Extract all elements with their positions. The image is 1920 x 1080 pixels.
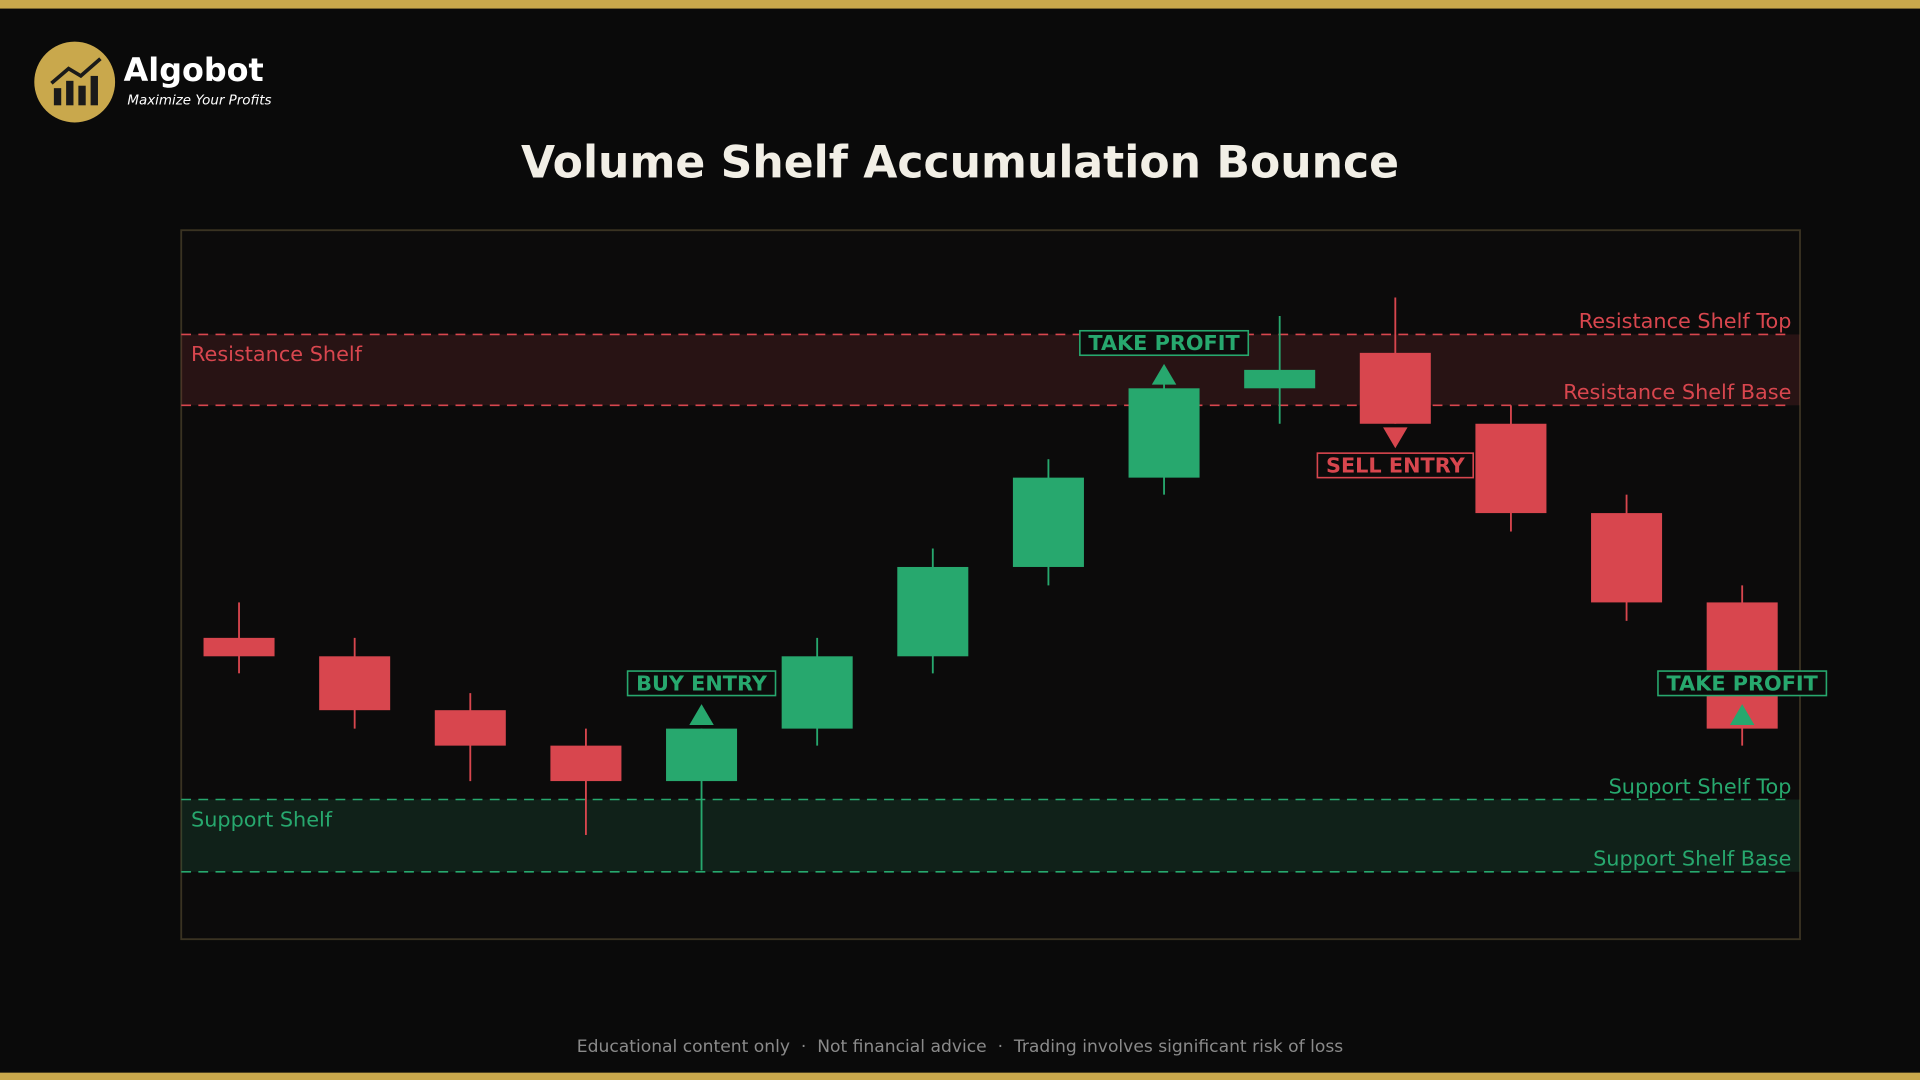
top-bar [0,0,1920,9]
annotation-arrow [689,704,714,725]
candle-body [1012,477,1084,567]
annotation-label: TAKE PROFIT [1088,331,1240,355]
candle-body [666,728,738,782]
candle-body [897,566,969,657]
line-label: Resistance Shelf Base [1563,380,1791,404]
annotation-box [1657,670,1828,697]
candle-body [1359,352,1431,424]
brand-tagline: Maximize Your Profits [127,93,271,108]
logo-icon [78,85,86,106]
zone-label: Support Shelf [191,807,333,831]
brand-name: Algobot [124,51,264,89]
candle-body [319,656,391,711]
candle-body [434,710,506,746]
logo-icon [50,57,102,85]
annotation-label: SELL ENTRY [1326,454,1466,478]
logo-badge [34,41,116,123]
logo-icon [66,80,74,106]
annotation-arrow [1729,704,1755,725]
plot-area [180,229,1801,941]
annotation-label: BUY ENTRY [636,672,768,696]
candle-body [1244,369,1316,389]
line-label: Resistance Shelf Top [1579,309,1792,333]
candle-body [1475,423,1547,514]
candle-body [203,637,275,657]
annotation-arrow [1383,427,1408,449]
logo-icon [90,75,98,106]
candle-body [1591,513,1663,603]
bottom-bar [0,1072,1920,1080]
annotation-box [1079,329,1250,357]
chart-title: Volume Shelf Accumulation Bounce [521,137,1399,188]
logo-icon [53,88,62,106]
candle-body [781,656,853,729]
candle-body [550,745,622,782]
annotation-arrow [1151,363,1177,385]
annotation-label: TAKE PROFIT [1667,672,1819,696]
line-label: Support Shelf Top [1609,774,1792,798]
candle-body [1128,388,1200,478]
logo: Algobot Maximize Your Profits [34,41,272,123]
zone [181,334,1800,406]
zone [181,799,1800,872]
line-label: Support Shelf Base [1593,847,1791,871]
footer: Educational content only · Not financial… [577,1037,1343,1057]
zone-label: Resistance Shelf [191,342,363,366]
annotation-box [626,670,777,697]
annotation-box [1316,452,1475,479]
